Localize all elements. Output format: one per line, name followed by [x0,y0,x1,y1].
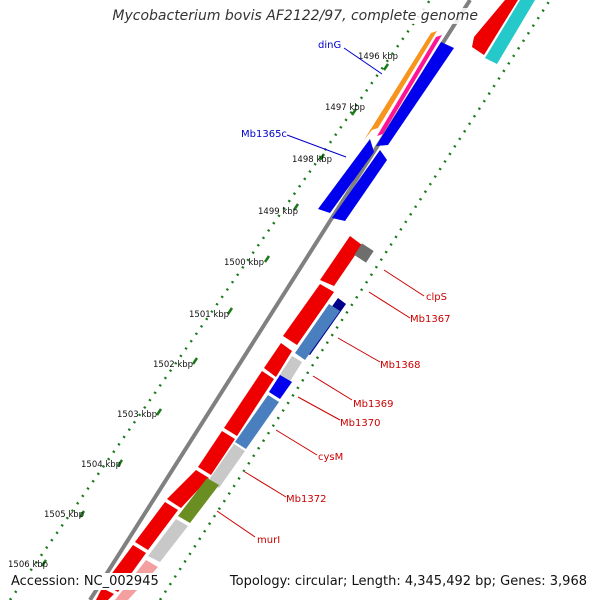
gene-murI-gray[interactable] [148,519,188,562]
kbp-label: 1502 kbp [153,360,193,370]
leader-line [337,337,381,363]
reverse-gene-labels: clpS Mb1367 Mb1368 Mb1369 Mb1370 cysM Mb… [216,269,450,546]
kbp-label: 1499 kbp [258,207,298,217]
gene-label-Mb1369[interactable]: Mb1369 [353,399,393,410]
gene-dinG-orange[interactable] [364,31,437,140]
kbp-label: 1505 kbp [44,510,84,520]
gene-label-murI[interactable]: murI [257,535,280,546]
leader-line [275,429,318,456]
gene-label-Mb1365c[interactable]: Mb1365c [241,129,287,140]
gene-Mb1372-red[interactable] [167,470,209,508]
gene-Mb1370-blue[interactable] [269,375,292,399]
kbp-label: 1497 kbp [325,103,365,113]
map-title: Mycobacterium bovis AF2122/97, complete … [0,8,482,24]
gene-top-cyan[interactable] [485,0,535,64]
kbp-label: 1496 kbp [358,52,398,62]
inner-dotted-ring [158,0,552,600]
gene-murI-red[interactable] [135,502,178,550]
topology-label: Topology: circular; Length: 4,345,492 bp… [226,573,590,590]
gene-dinG-pink[interactable] [377,35,442,136]
leader-line [297,396,341,421]
gene-forward-blue-1[interactable] [376,42,454,146]
gene-label-Mb1370[interactable]: Mb1370 [340,418,380,429]
gene-Mb1365c-blue[interactable] [318,139,374,213]
leader-line [312,375,353,401]
kbp-labels: 1496 kbp 1497 kbp 1498 kbp 1499 kbp 1500… [8,52,398,570]
gene-label-dinG[interactable]: dinG [318,40,341,51]
gene-cysM-gray[interactable] [208,444,245,488]
gene-label-Mb1372[interactable]: Mb1372 [286,494,326,505]
gene-top-red[interactable] [472,0,518,55]
gene-Mb1368-red[interactable] [264,343,292,377]
leader-line [244,471,287,498]
gene-Mb1367-red[interactable] [283,284,334,345]
gene-Mb1369-gray[interactable] [279,356,302,383]
gene-Mb1368-steel[interactable] [295,304,340,360]
gene-label-Mb1368[interactable]: Mb1368 [380,360,420,371]
kbp-label: 1500 kbp [224,258,264,268]
gene-Mb1369-red[interactable] [224,371,274,436]
gene-clpS-gray[interactable] [354,243,374,263]
kbp-label: 1501 kbp [189,310,229,320]
gene-label-Mb1367[interactable]: Mb1367 [410,314,450,325]
leader-line [216,510,256,538]
gene-forward-blue-2[interactable] [332,150,387,221]
kbp-label: 1498 kbp [292,155,332,165]
reverse-genes [96,0,535,600]
gene-cysM-red[interactable] [198,431,235,475]
leader-line [368,291,411,319]
leader-line [343,47,383,75]
kbp-label: 1503 kbp [117,410,157,420]
forward-genes [318,31,454,221]
gene-clpS-red[interactable] [320,236,362,286]
forward-gene-labels: dinG Mb1365c [241,40,383,158]
accession-label: Accession: NC_002945 [8,573,162,590]
gene-Mb1370-steel[interactable] [235,395,279,449]
gene-label-clpS[interactable]: clpS [426,292,447,303]
kbp-tick-marks [40,63,390,567]
kbp-label: 1504 kbp [81,460,121,470]
gene-Mb1372-olive[interactable] [178,478,219,523]
kbp-label: 1506 kbp [8,560,48,570]
leader-line [383,269,425,297]
leader-line [286,134,347,158]
gene-bottom-red-2[interactable] [96,588,114,600]
gene-label-cysM[interactable]: cysM [318,452,343,463]
